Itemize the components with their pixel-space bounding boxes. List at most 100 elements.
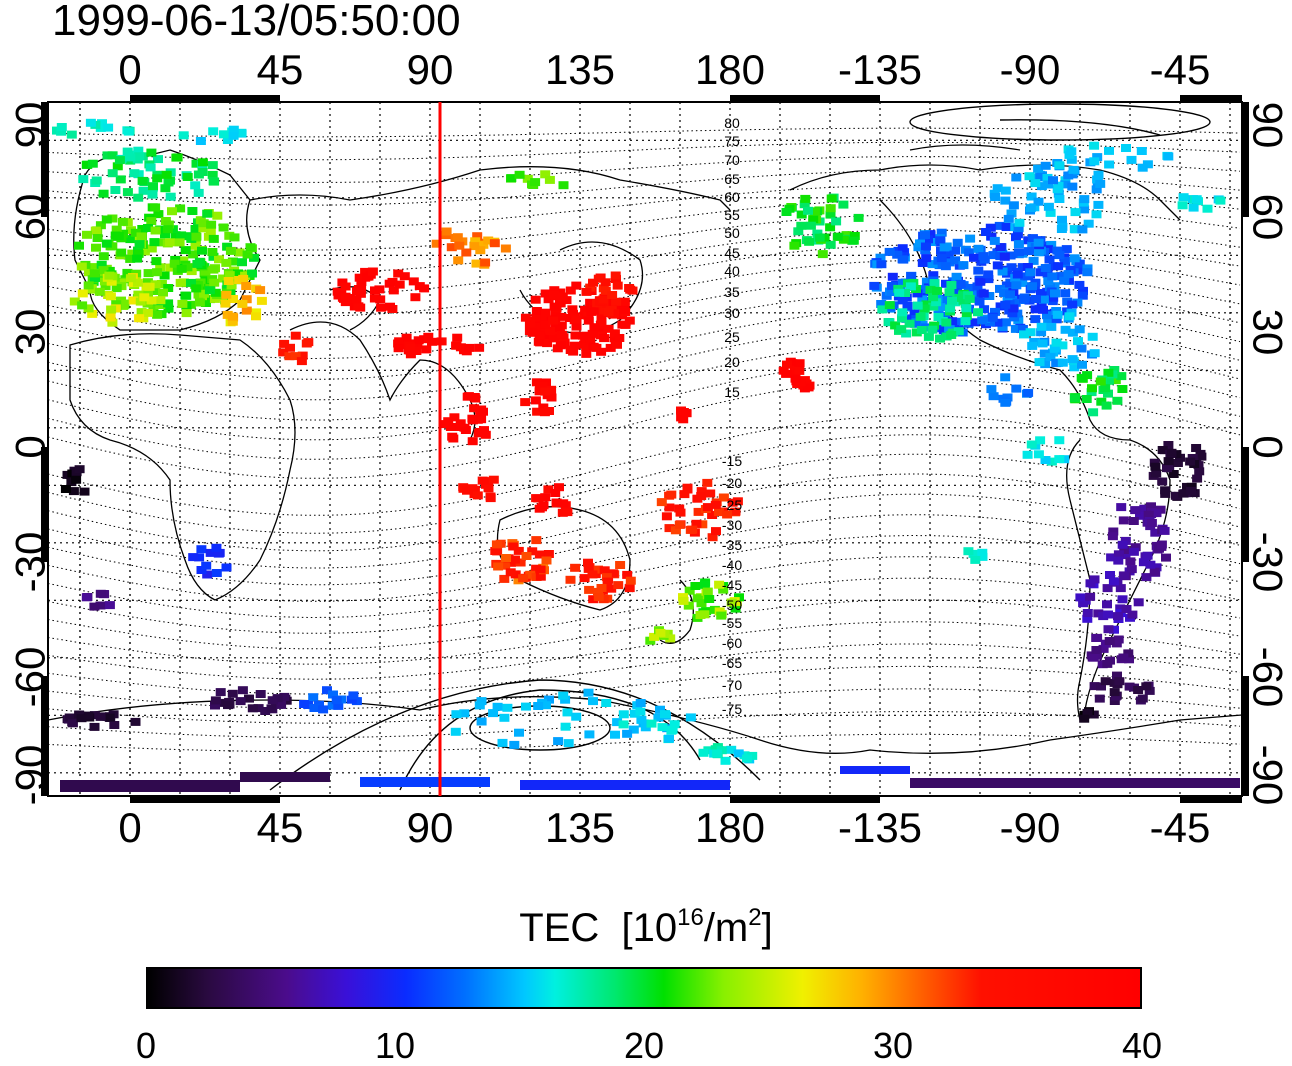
tec-cell <box>181 309 192 318</box>
tec-cell <box>1054 161 1065 170</box>
tec-cell <box>1006 209 1017 218</box>
tec-cell <box>978 289 989 298</box>
right-lat-label: -60 <box>1244 647 1291 708</box>
tec-cell <box>782 360 792 369</box>
tec-cell <box>599 334 610 343</box>
tec-cell <box>1091 185 1102 194</box>
tec-cell <box>537 381 548 390</box>
tec-cell <box>205 228 216 237</box>
tec-cell <box>534 331 545 340</box>
tec-cell <box>110 186 121 194</box>
tec-cell <box>219 130 229 139</box>
tec-cell <box>509 740 520 749</box>
tec-cell <box>997 267 1008 276</box>
tec-cell <box>747 751 758 760</box>
tec-cell <box>1030 295 1041 303</box>
tec-cell <box>533 494 544 503</box>
tec-cell <box>567 305 578 314</box>
tec-cell <box>1087 384 1097 393</box>
tec-cell <box>1103 368 1114 377</box>
tec-cell <box>928 293 939 302</box>
tec-cell <box>436 337 447 346</box>
contour-label: -75 <box>722 701 742 717</box>
tec-cell <box>394 280 405 289</box>
tec-cell <box>581 287 592 296</box>
tec-cell <box>340 282 351 291</box>
tec-cell <box>224 271 235 280</box>
tec-cell <box>1186 486 1197 495</box>
tec-cell <box>241 282 252 290</box>
tec-cell <box>549 302 560 311</box>
tec-cell <box>1037 339 1048 348</box>
tec-cell <box>89 722 100 731</box>
tec-cell <box>1150 528 1161 537</box>
tec-cell <box>607 291 618 299</box>
tec-cell <box>1033 248 1044 257</box>
tec-cell <box>1022 450 1033 459</box>
tec-cell <box>1038 295 1049 304</box>
tec-cell <box>588 697 598 706</box>
tec-cell <box>793 227 804 236</box>
tec-cell <box>990 307 1000 316</box>
colorbar-tick-20: 20 <box>623 1025 665 1066</box>
tec-cell <box>583 688 594 697</box>
tec-cell <box>1036 289 1046 297</box>
tec-cell <box>1166 448 1177 457</box>
colorbar-unit-mid: /m <box>703 906 749 950</box>
tec-cell <box>152 310 163 319</box>
left-lat-label: 90 <box>7 102 54 149</box>
tec-cell <box>515 558 526 567</box>
tec-cell <box>1162 464 1172 473</box>
tec-cell <box>605 343 616 352</box>
bottom-lon-label: -135 <box>838 804 922 851</box>
tec-cell <box>1026 440 1037 449</box>
tec-cell <box>1194 467 1205 476</box>
tec-cell <box>483 236 494 245</box>
tec-cell <box>832 232 843 241</box>
tec-cell <box>1119 546 1130 554</box>
tec-cell <box>591 343 602 352</box>
colorbar-tick-10: 10 <box>374 1025 416 1066</box>
tec-cell <box>964 248 975 257</box>
tec-cell <box>546 385 557 394</box>
contour-label: 75 <box>724 133 740 149</box>
tec-cell <box>876 300 887 308</box>
tec-cell <box>1054 251 1065 260</box>
tec-cell <box>178 131 189 140</box>
tec-cell <box>681 409 692 418</box>
tec-cell <box>609 329 620 338</box>
tec-cell <box>67 719 78 728</box>
tec-cell <box>89 269 100 278</box>
tec-cell <box>1057 341 1068 350</box>
tec-cell <box>255 286 266 295</box>
tec-band <box>60 780 240 792</box>
tec-cell <box>200 267 211 276</box>
tec-cell <box>794 359 805 368</box>
tec-cell <box>222 242 233 251</box>
tec-cell <box>1202 204 1213 213</box>
tec-cell <box>674 520 685 529</box>
tec-cell <box>196 545 207 554</box>
tec-cell <box>500 561 511 570</box>
tec-cell <box>242 250 253 259</box>
top-lon-label: -90 <box>1000 46 1061 93</box>
tec-cell <box>112 162 123 171</box>
tec-cell <box>327 701 338 710</box>
colorbar-tick-0: 0 <box>135 1025 157 1066</box>
tec-cell <box>555 341 566 350</box>
tec-cell <box>221 258 232 267</box>
tec-cell <box>279 692 290 701</box>
tec-cell <box>297 351 308 360</box>
tec-cell <box>206 220 217 229</box>
tec-cell <box>929 321 940 330</box>
tec-cell <box>155 263 166 272</box>
tec-cell <box>1118 516 1129 525</box>
tec-cell <box>84 268 94 277</box>
tec-cell <box>217 698 228 707</box>
tec-cell <box>869 281 880 290</box>
tec-cell <box>1096 682 1106 691</box>
tec-cell <box>1028 256 1039 265</box>
tec-cell <box>986 385 997 394</box>
tec-cell <box>1077 291 1088 300</box>
tec-cell <box>935 303 946 312</box>
